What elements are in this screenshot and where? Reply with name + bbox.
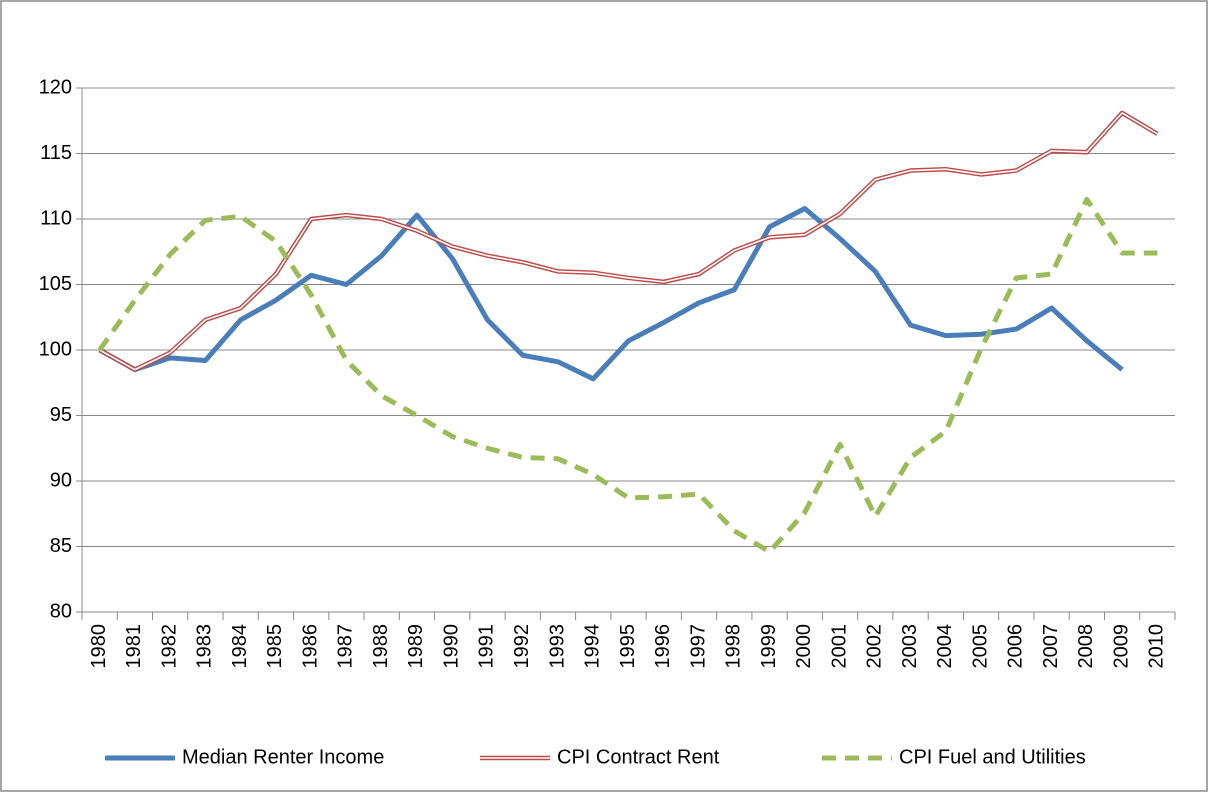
x-tick-label: 1996 bbox=[652, 624, 674, 669]
series-line bbox=[99, 112, 1158, 371]
y-tick-label: 110 bbox=[40, 207, 72, 229]
y-tick-label: 90 bbox=[50, 469, 72, 491]
x-tick-label: 1990 bbox=[440, 624, 462, 669]
x-tick-label: 1986 bbox=[299, 624, 321, 669]
x-tick-label: 1983 bbox=[194, 624, 216, 669]
x-tick-label: 2006 bbox=[1005, 624, 1027, 669]
x-tick-label: 1982 bbox=[158, 624, 180, 669]
x-tick-label: 1997 bbox=[687, 624, 709, 669]
legend-label: Median Renter Income bbox=[182, 746, 384, 768]
x-tick-label: 2007 bbox=[1040, 624, 1062, 669]
x-tick-label: 2004 bbox=[934, 624, 956, 669]
x-tick-label: 2003 bbox=[899, 624, 921, 669]
x-tick-label: 1980 bbox=[88, 624, 110, 669]
legend-label: CPI Fuel and Utilities bbox=[899, 746, 1086, 768]
legend-label: CPI Contract Rent bbox=[557, 746, 720, 768]
x-tick-label: 1989 bbox=[405, 624, 427, 669]
x-tick-label: 2001 bbox=[828, 624, 850, 669]
x-tick-label: 1985 bbox=[264, 624, 286, 669]
x-tick-label: 1984 bbox=[229, 624, 251, 669]
x-tick-label: 1995 bbox=[617, 624, 639, 669]
x-tick-label: 1991 bbox=[476, 624, 498, 669]
y-tick-label: 115 bbox=[40, 142, 72, 164]
y-tick-label: 105 bbox=[39, 273, 72, 295]
y-tick-label: 100 bbox=[39, 338, 72, 360]
x-tick-label: 2002 bbox=[864, 624, 886, 669]
x-tick-label: 1998 bbox=[723, 624, 745, 669]
x-tick-label: 1993 bbox=[546, 624, 568, 669]
x-tick-label: 2000 bbox=[793, 624, 815, 669]
y-tick-label: 95 bbox=[50, 404, 72, 426]
y-tick-label: 85 bbox=[50, 535, 72, 557]
x-tick-label: 1994 bbox=[582, 624, 604, 669]
x-tick-label: 2010 bbox=[1146, 624, 1168, 669]
x-tick-label: 1992 bbox=[511, 624, 533, 669]
x-tick-label: 2005 bbox=[969, 624, 991, 669]
y-tick-label: 80 bbox=[50, 600, 72, 622]
x-tick-label: 1988 bbox=[370, 624, 392, 669]
x-tick-label: 2009 bbox=[1110, 624, 1132, 669]
y-tick-label: 120 bbox=[39, 76, 72, 98]
x-tick-label: 1987 bbox=[335, 624, 357, 669]
x-tick-label: 1981 bbox=[123, 624, 145, 669]
series-line bbox=[98, 206, 1124, 382]
x-tick-label: 2008 bbox=[1075, 624, 1097, 669]
x-tick-label: 1999 bbox=[758, 624, 780, 669]
